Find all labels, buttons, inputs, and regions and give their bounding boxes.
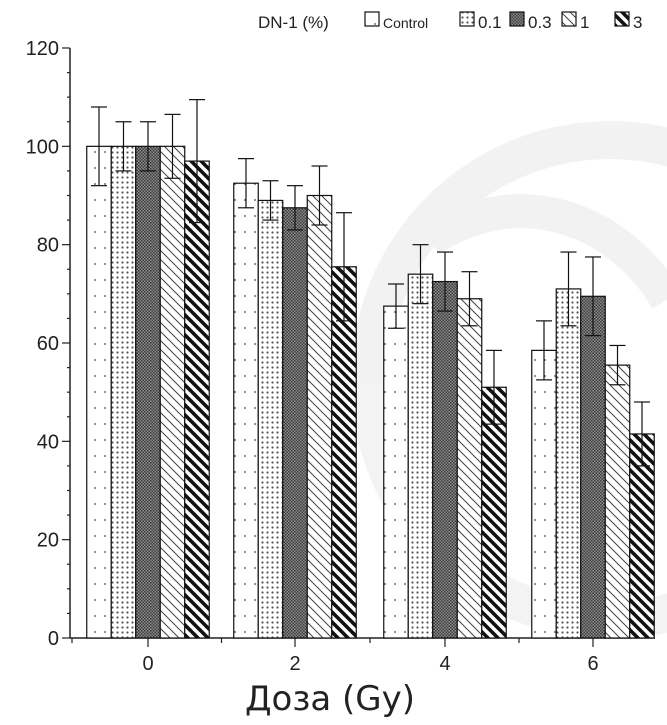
error-bar — [388, 283, 404, 329]
x-tick-label: 2 — [289, 653, 300, 675]
x-tick-label: 6 — [587, 653, 598, 675]
bar-1-dose-0 — [159, 145, 186, 639]
error-bar — [115, 121, 132, 172]
error-bar — [634, 401, 650, 467]
error-bar — [461, 271, 478, 327]
legend: DN-1 (%) Control 0.1 0.3 1 3 — [258, 11, 642, 32]
legend-swatch — [509, 11, 525, 27]
error-bar — [536, 320, 552, 381]
bar-1-dose-6 — [604, 364, 631, 639]
bar-0-1-dose-2 — [257, 199, 284, 639]
bar-0-3-dose-6 — [580, 295, 606, 639]
legend-swatch — [459, 11, 475, 27]
bar-0-3-dose-2 — [282, 207, 308, 639]
legend-swatch — [614, 11, 630, 27]
bar-1-dose-2 — [306, 194, 333, 639]
y-tick-label: 120 — [26, 38, 59, 60]
bar-control-dose-6 — [531, 349, 557, 639]
error-bar — [189, 99, 205, 224]
x-axis-label: Доза (Gy) — [245, 679, 415, 719]
y-tick-label: 60 — [37, 333, 59, 355]
error-bar — [609, 344, 626, 386]
y-tick-label: 100 — [26, 136, 59, 158]
error-bar — [262, 180, 279, 221]
bar-3-dose-4 — [481, 386, 507, 639]
error-bar — [486, 349, 502, 425]
error-bar — [311, 165, 328, 226]
error-bar — [560, 251, 577, 327]
bar-0-3-dose-4 — [432, 280, 458, 639]
error-bar — [164, 113, 181, 179]
y-tick-label: 20 — [37, 530, 59, 552]
bar-3-dose-2 — [331, 266, 357, 639]
legend-entry-label: 0.3 — [528, 13, 552, 32]
bar-3-dose-0 — [184, 160, 210, 639]
legend-title: DN-1 (%) — [258, 13, 329, 32]
error-bar — [412, 244, 429, 305]
error-bar — [437, 251, 453, 312]
error-bar — [336, 212, 352, 322]
bar-control-dose-2 — [233, 182, 259, 639]
y-tick-label: 40 — [37, 431, 59, 453]
bar-0-3-dose-0 — [135, 145, 161, 639]
bars — [86, 145, 655, 639]
bar-0-1-dose-4 — [407, 273, 434, 639]
error-bar — [238, 158, 254, 209]
y-tick-label: 80 — [37, 235, 59, 257]
x-tick-label: 4 — [439, 653, 450, 675]
bar-control-dose-4 — [383, 305, 409, 639]
legend-swatch — [364, 11, 380, 27]
y-tick-label: 0 — [48, 628, 59, 650]
bar-control-dose-0 — [86, 145, 112, 639]
x-tick-label: 0 — [142, 653, 153, 675]
bar-0-1-dose-0 — [110, 145, 137, 639]
bar-3-dose-6 — [629, 433, 655, 639]
bar-0-1-dose-6 — [555, 288, 582, 639]
legend-entry-label: 0.1 — [478, 13, 502, 32]
legend-swatch — [561, 11, 577, 27]
legend-entry-label: 1 — [580, 13, 589, 32]
error-bar — [91, 106, 107, 187]
error-bar — [287, 185, 303, 231]
legend-entry-label: 3 — [633, 13, 642, 32]
error-bar — [140, 121, 156, 172]
error-bar — [585, 256, 601, 337]
bar-1-dose-4 — [456, 298, 483, 639]
legend-entry-label: Control — [383, 15, 428, 31]
error-bars — [91, 99, 650, 467]
